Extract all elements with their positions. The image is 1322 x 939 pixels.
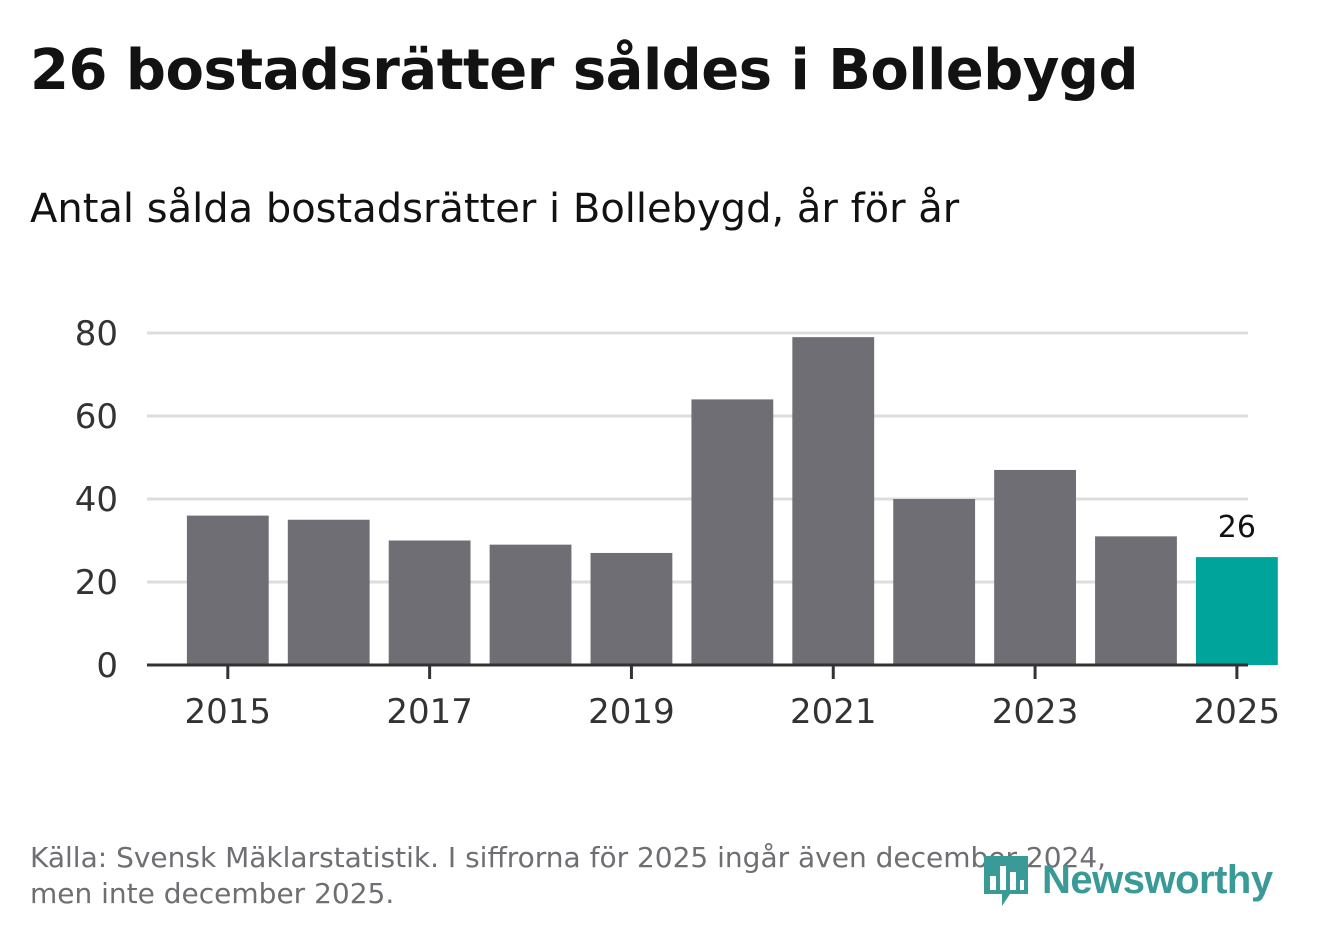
bar-2024: [1095, 536, 1177, 665]
bar-2020: [691, 399, 774, 665]
y-tick-label: 60: [75, 397, 118, 437]
bar-2017: [388, 540, 471, 665]
x-tick-label: 2019: [588, 692, 675, 732]
bar-2025: [1195, 557, 1278, 665]
data-labels: 26: [1218, 510, 1256, 545]
y-tick-label: 80: [75, 314, 118, 354]
y-axis-ticks: 0 20 40 60 80: [75, 314, 118, 686]
newsworthy-bar-chart-icon: [984, 856, 1028, 906]
y-tick-label: 20: [75, 563, 118, 603]
x-axis: 2015 2017 2019 2021 2023 2025: [147, 663, 1281, 732]
newsworthy-logo: Newsworthy: [980, 850, 1273, 910]
y-tick-label: 40: [75, 480, 118, 520]
bar-2015: [186, 515, 269, 665]
chart-title: 26 bostadsrätter såldes i Bollebygd: [30, 38, 1139, 103]
x-tick-label: 2017: [386, 692, 473, 732]
x-tick-label: 2025: [1194, 692, 1281, 732]
bar-2016: [287, 519, 370, 665]
bar-2019: [590, 552, 673, 665]
x-tick-label: 2023: [992, 692, 1079, 732]
logo-text: Newsworthy: [1042, 857, 1273, 902]
bar-2021: [792, 337, 875, 665]
x-tick-label: 2021: [790, 692, 877, 732]
y-tick-label: 0: [96, 646, 118, 686]
bar-2022: [893, 499, 976, 665]
data-label-2025: 26: [1218, 510, 1256, 545]
bar-chart: 0 20 40 60 80 26 2015 2017 2019 2021 2023 2025: [75, 314, 1281, 732]
bars: [186, 337, 1278, 665]
source-line-1: Källa: Svensk Mäklarstatistik. I siffror…: [30, 841, 1107, 874]
bar-2023: [994, 469, 1076, 665]
source-line-2: men inte december 2025.: [30, 877, 395, 910]
chart-subtitle: Antal sålda bostadsrätter i Bollebygd, å…: [30, 186, 960, 232]
x-tick-label: 2015: [185, 692, 272, 732]
source-note: Källa: Svensk Mäklarstatistik. I siffror…: [30, 840, 1230, 912]
bar-2018: [489, 544, 572, 665]
